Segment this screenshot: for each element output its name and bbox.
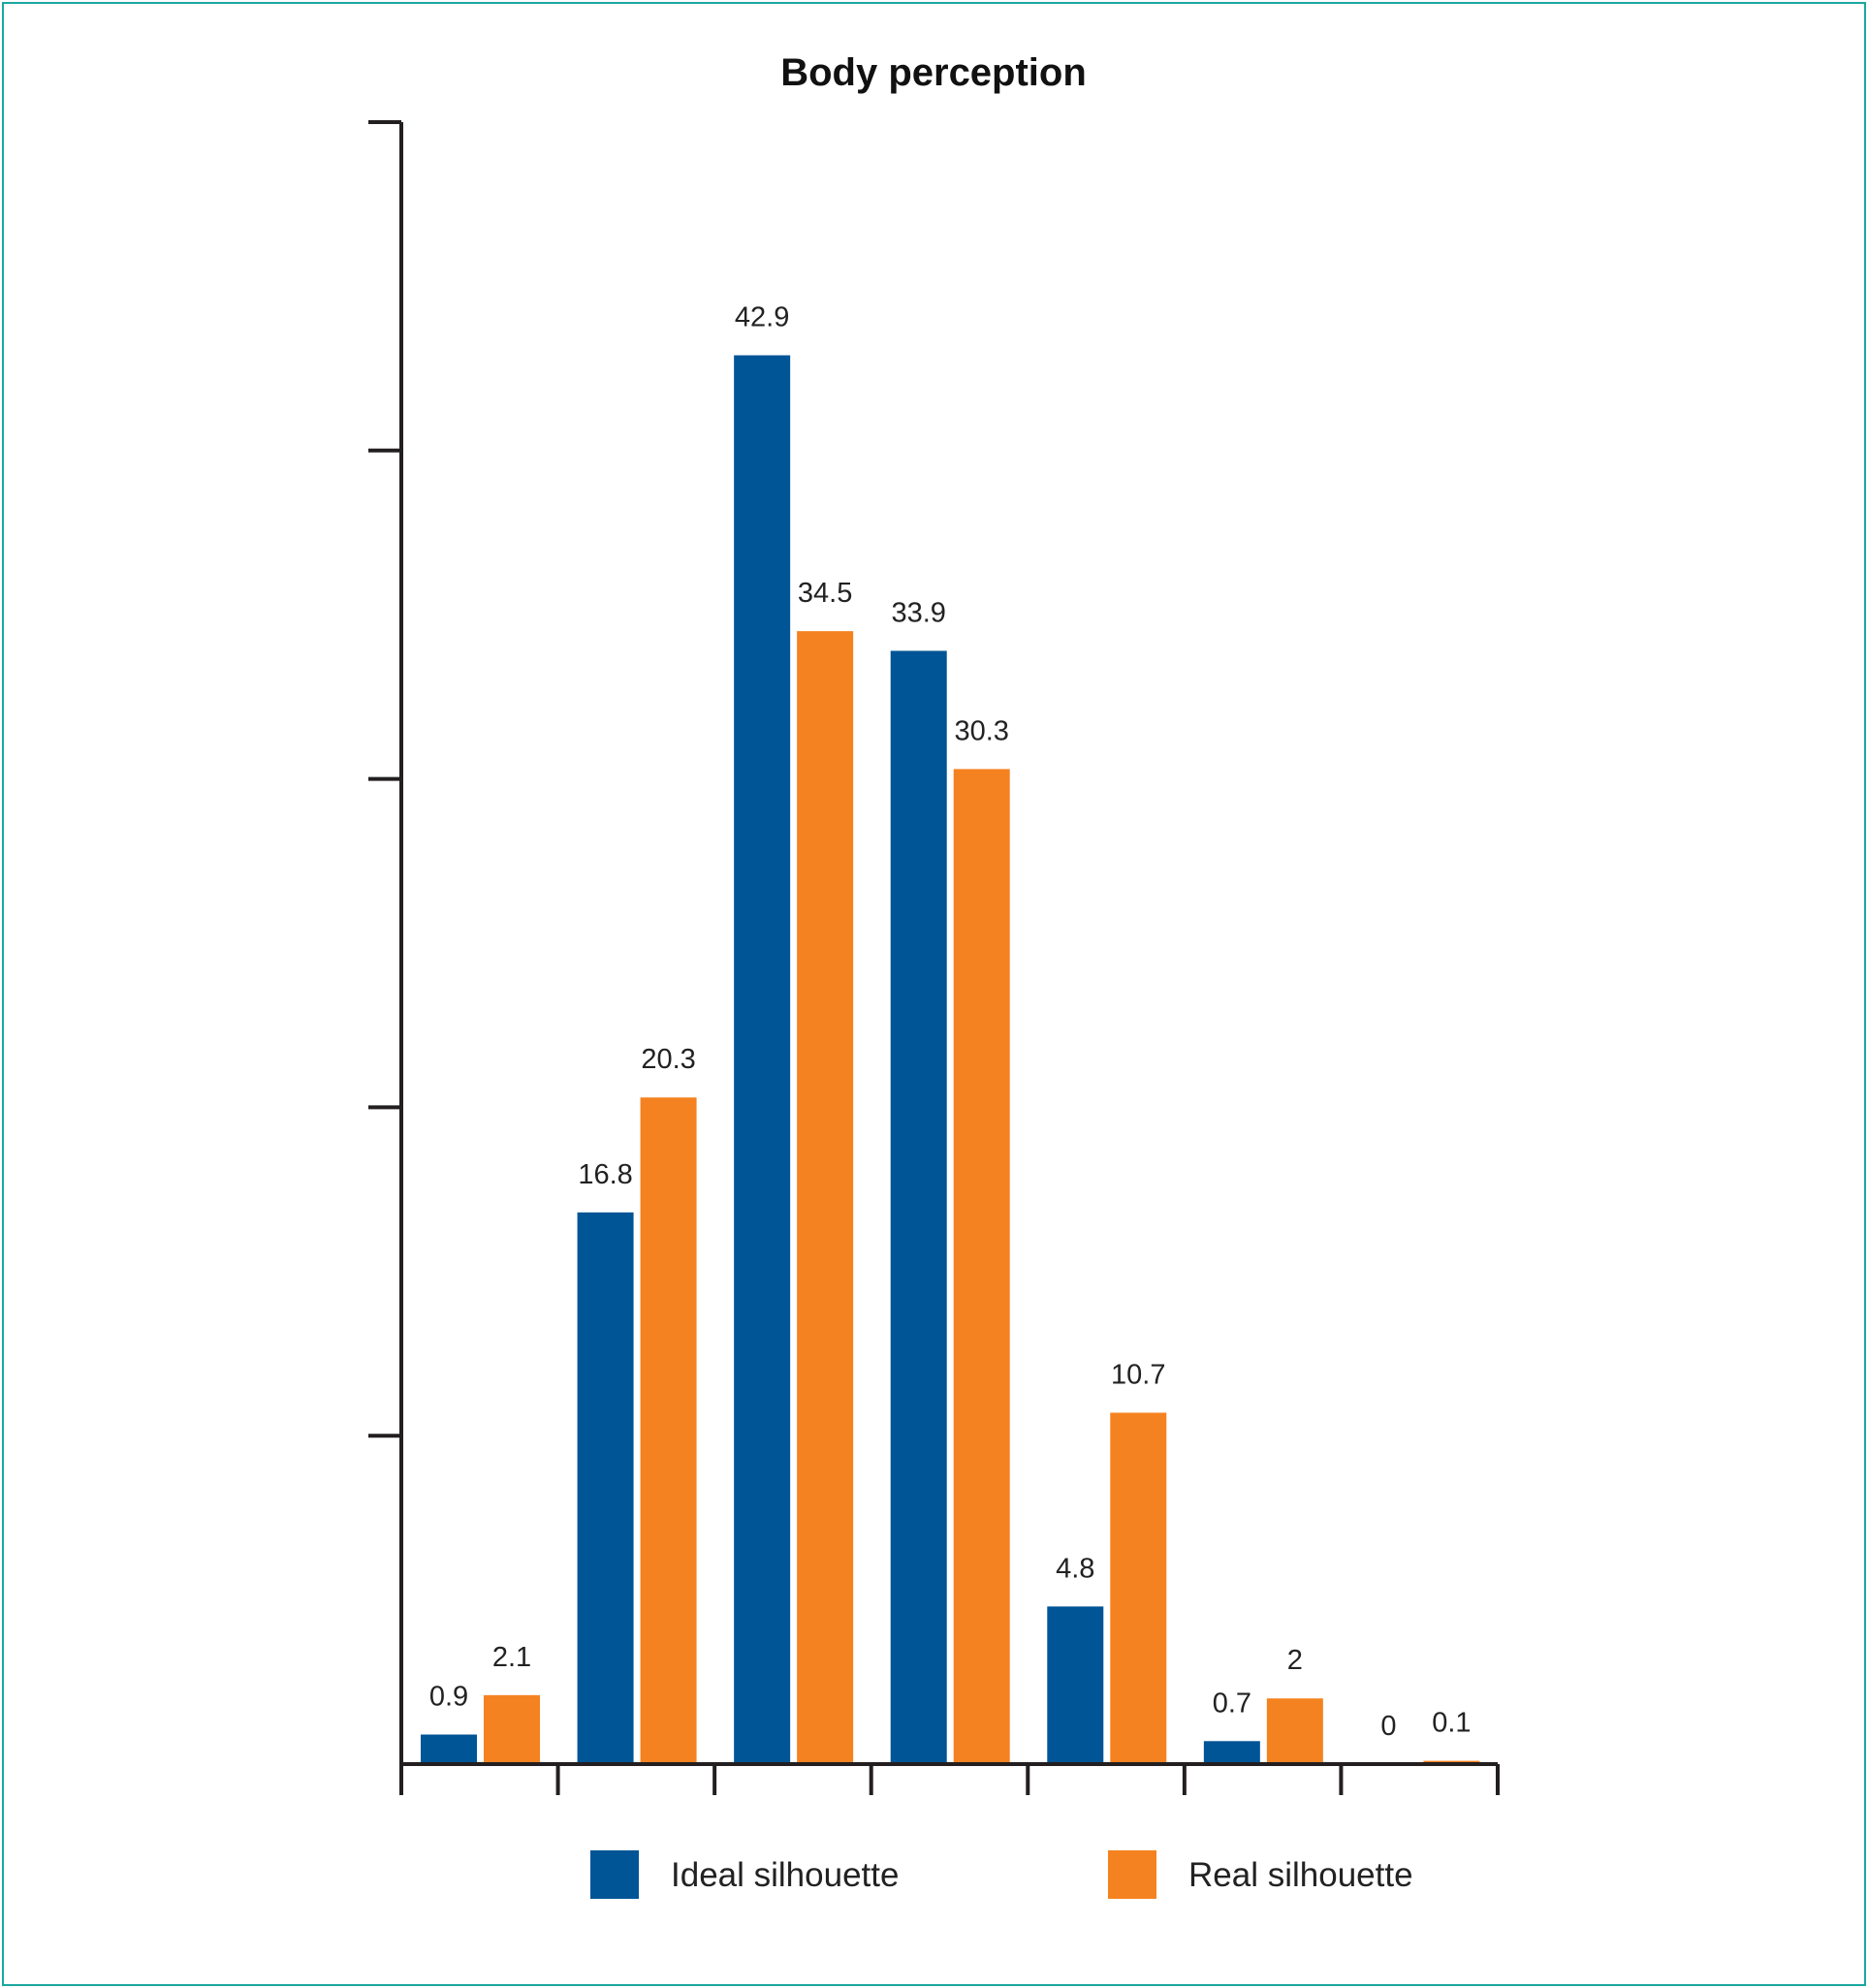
value-label-ideal-7: 0 <box>1380 1711 1396 1742</box>
bar-ideal-3 <box>734 355 791 1765</box>
value-label-real-7: 0.1 <box>1432 1708 1471 1739</box>
value-label-real-4: 30.3 <box>954 715 1008 746</box>
value-label-real-5: 10.7 <box>1111 1359 1165 1390</box>
legend: Ideal silhouette Real silhouette <box>590 1850 1413 1899</box>
legend-swatch-ideal <box>590 1850 639 1899</box>
value-label-ideal-6: 0.7 <box>1213 1688 1251 1719</box>
bar-real-6 <box>1266 1698 1323 1764</box>
bar-real-1 <box>484 1694 540 1764</box>
bar-real-4 <box>953 769 1010 1764</box>
value-label-ideal-4: 33.9 <box>891 597 945 628</box>
value-labels-group: 0.9 16.8 42.9 33.9 4.8 0.7 0 2.1 20.3 34.5 30.3 10.… <box>429 302 1472 1742</box>
bar-ideal-6 <box>1203 1741 1260 1764</box>
value-label-ideal-1: 0.9 <box>429 1682 468 1713</box>
chart-title: Body perception <box>780 51 1087 94</box>
value-label-ideal-3: 42.9 <box>735 302 789 333</box>
value-label-real-2: 20.3 <box>641 1044 695 1075</box>
value-label-ideal-5: 4.8 <box>1056 1553 1094 1584</box>
bar-ideal-2 <box>577 1212 634 1764</box>
value-label-real-6: 2 <box>1287 1645 1303 1676</box>
bar-real-5 <box>1110 1412 1167 1764</box>
bars-group <box>421 355 1480 1765</box>
axes-group <box>368 120 1500 1795</box>
bar-ideal-4 <box>890 650 947 1764</box>
legend-swatch-real <box>1108 1850 1156 1899</box>
bar-real-2 <box>640 1097 697 1764</box>
value-label-real-1: 2.1 <box>492 1642 531 1673</box>
bar-real-3 <box>797 631 854 1764</box>
bar-ideal-1 <box>421 1734 477 1764</box>
value-label-real-3: 34.5 <box>798 578 852 609</box>
legend-label-ideal: Ideal silhouette <box>671 1856 899 1894</box>
value-label-ideal-2: 16.8 <box>578 1159 632 1190</box>
bar-ideal-5 <box>1047 1606 1104 1764</box>
legend-label-real: Real silhouette <box>1188 1856 1413 1894</box>
